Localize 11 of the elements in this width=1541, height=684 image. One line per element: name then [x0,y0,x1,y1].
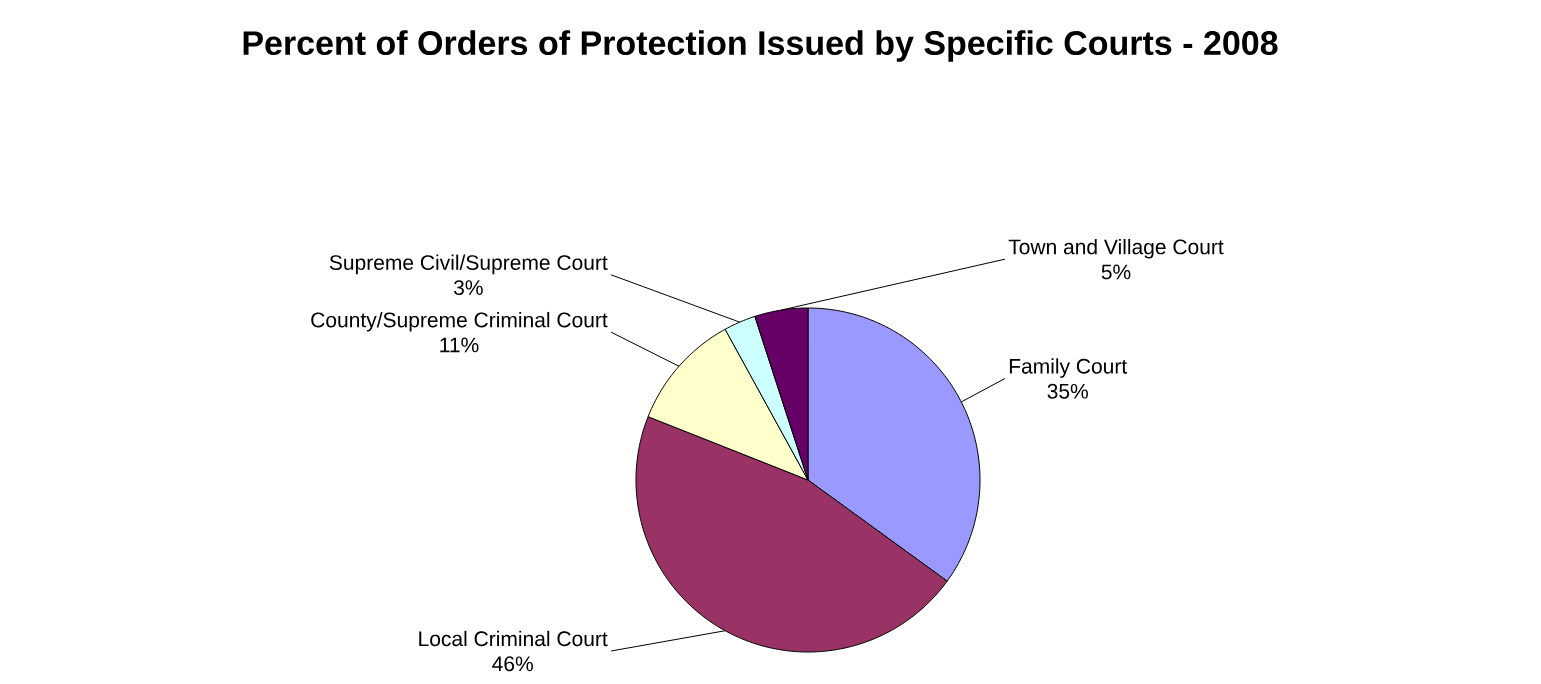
chart-title: Percent of Orders of Protection Issued by Specific Courts - 2008 [243,30,1278,62]
slice-label: Family Court [1009,358,1128,378]
slice-label: County/Supreme Criminal Court [311,311,608,332]
data-label: 3% [453,280,483,295]
data-label: 11% [440,337,479,353]
data-label: 46% [492,656,533,672]
data-label: 5% [1101,264,1131,280]
slice-label: Town and Village Court [1008,238,1224,259]
slice-label: Supreme Civil/Supreme Court [329,254,608,275]
data-label: 35% [1047,383,1088,399]
slice-label: Local Criminal Court [419,630,608,647]
